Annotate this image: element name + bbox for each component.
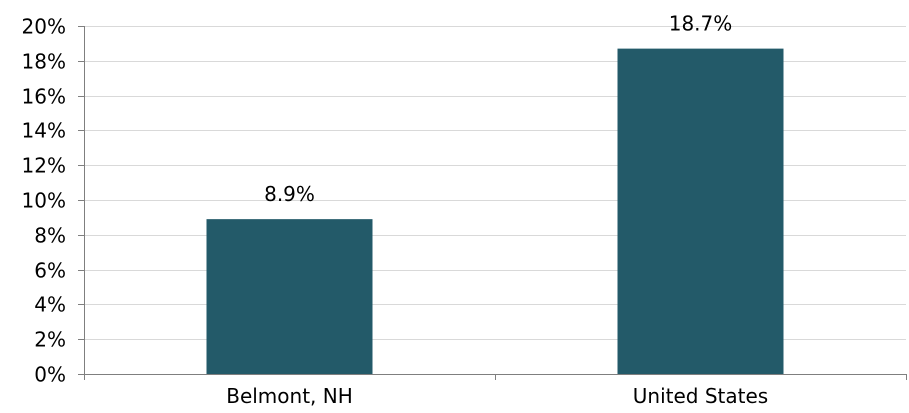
bars [206, 48, 784, 375]
y-tick-label: 0% [34, 363, 66, 387]
y-tick-label: 10% [22, 189, 66, 213]
x-category-label: Belmont, NH [226, 384, 353, 408]
y-tick-label: 18% [22, 50, 66, 74]
y-tick-label: 14% [22, 119, 66, 143]
y-tick-label: 2% [34, 328, 66, 352]
data-label: 18.7% [669, 12, 733, 36]
x-axis-category-labels: Belmont, NH United States [226, 384, 768, 408]
axes [78, 26, 907, 380]
y-tick-label: 16% [22, 85, 66, 109]
data-labels: 8.9% 18.7% [264, 12, 732, 207]
y-tick-label: 8% [34, 224, 66, 248]
y-tick-label: 12% [22, 154, 66, 178]
y-tick-label: 4% [34, 293, 66, 317]
y-tick-label: 6% [34, 259, 66, 283]
data-label: 8.9% [264, 182, 315, 206]
y-tick-label: 20% [22, 15, 66, 39]
x-category-label: United States [633, 384, 768, 408]
bar [617, 48, 784, 375]
y-axis-tick-labels: 0% 2% 4% 6% 8% 10% 12% 14% 16% 18% 20% [22, 15, 66, 387]
bar [206, 219, 373, 374]
